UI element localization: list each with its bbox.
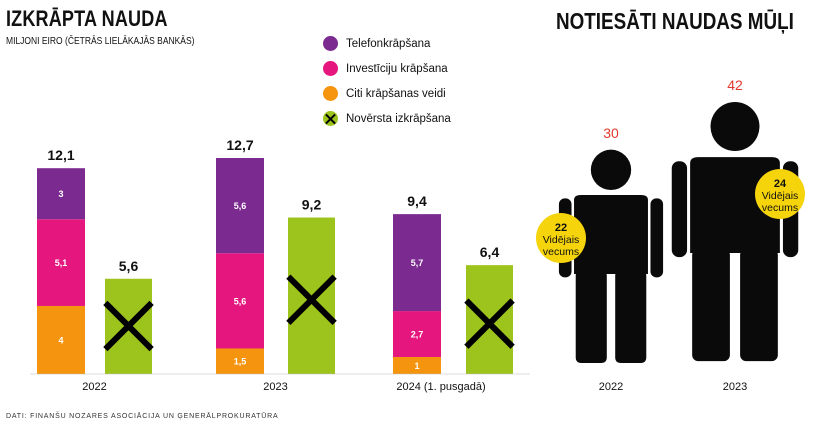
person-silhouette-part [575,270,607,364]
bar-segment-label: 5,6 [234,201,247,211]
bar-segment-label: 3 [58,189,63,199]
convicted-count-label: 30 [603,125,619,141]
legend-swatch-pink [323,61,338,76]
bar-segment-label: 2,7 [411,330,424,340]
age-caption-label: vecums [762,202,798,214]
bar-segment-label: 5,7 [411,258,424,268]
convicted-count-label: 42 [727,77,743,93]
legend-item-phone-fraud: Telefonkrāpšana [323,31,451,56]
x-mark [286,274,337,326]
x-axis-category-label: 2024 (1. pusgadā) [396,381,485,393]
legend-item-prevented-fraud: Novērsta izkrāpšana [323,106,451,131]
bar-total-label: 12,1 [47,147,74,163]
prevented-bar-label: 9,2 [302,197,322,213]
bar-segment [393,311,441,357]
x-axis-category-label: 2023 [263,381,287,393]
prevented-bar-label: 6,4 [480,244,500,260]
person-silhouette-part [710,102,760,151]
person-silhouette-part [690,157,780,253]
bar-segment-label: 5,6 [234,296,247,306]
bar-segment [216,158,264,254]
person-silhouette-part [650,198,664,278]
bar-segment [393,356,441,374]
person-silhouette-part [590,149,632,190]
bar-segment [37,305,85,374]
legend-label: Telefonkrāpšana [346,37,431,50]
age-badge [755,169,805,219]
prevented-bar-label: 5,6 [119,258,139,274]
age-caption-label: Vidējais [762,190,799,202]
legend: Telefonkrāpšana Investīciju krāpšana Cit… [323,31,451,131]
right-chart-title: NOTIESĀTI NAUDAS MŪĻI [556,8,794,34]
bar-segment [393,214,441,312]
legend-item-other-fraud: Citi krāpšanas veidi [323,81,451,106]
legend-swatch-purple [323,36,338,51]
bar-segment-label: 1,5 [234,357,247,367]
age-value-label: 24 [774,178,787,190]
pictogram-category-label: 2023 [723,381,747,393]
legend-swatch-orange [323,86,338,101]
person-silhouette-part [615,270,647,364]
x-mark [464,298,515,349]
age-badge [536,213,586,263]
person-icon [671,102,799,362]
legend-label: Citi krāpšanas veidi [346,87,446,100]
bar-segment [37,219,85,306]
left-chart-title: IZKRĀPTA NAUDA [6,6,168,31]
person-silhouette-part [740,248,778,362]
person-silhouette-part [574,195,648,274]
x-circle-icon [323,111,338,126]
legend-item-investment-fraud: Investīciju krāpšana [323,56,451,81]
bar-segment [37,168,85,220]
bar-segment [216,348,264,374]
x-mark [103,300,154,352]
age-caption-label: vecums [543,246,579,258]
age-caption-label: Vidējais [543,234,580,246]
bar-segment [216,253,264,349]
legend-label: Investīciju krāpšana [346,62,448,75]
x-axis-category-label: 2022 [82,381,106,393]
person-silhouette-part [692,248,730,362]
bar-total-label: 12,7 [226,137,253,153]
pictogram-category-label: 2022 [599,381,623,393]
bar-total-label: 9,4 [407,193,427,209]
left-chart-subtitle: MILJONI EIRO (ČETRĀS LIELĀKAJĀS BANKĀS) [6,36,195,47]
bar-segment-label: 1 [414,361,419,371]
person-silhouette-part [671,161,688,258]
bar-segment-label: 4 [58,335,63,345]
legend-label: Novērsta izkrāpšana [346,112,451,125]
source-note: DATI: FINANŠU NOZARES ASOCIĀCIJA UN ĢENE… [6,413,279,420]
age-value-label: 22 [555,222,567,234]
bar-segment-label: 5,1 [55,258,68,268]
